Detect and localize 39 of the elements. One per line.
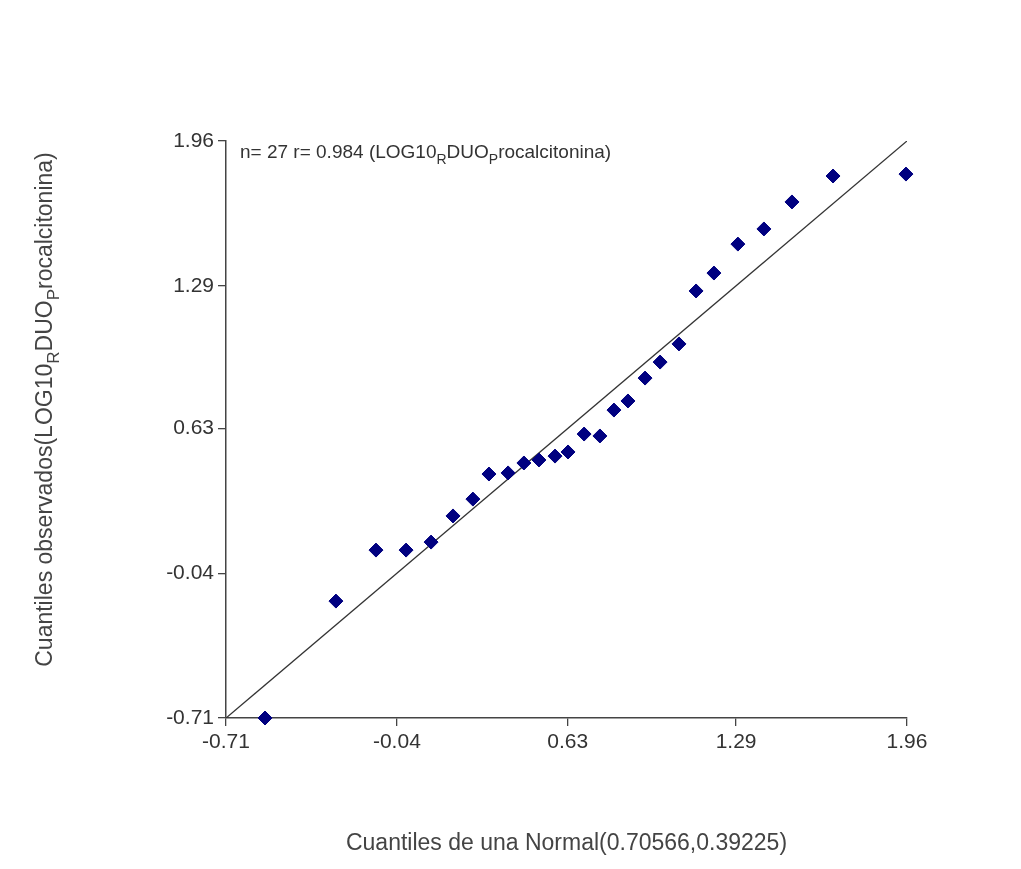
point [756, 221, 772, 237]
y-tick-label: 1.29 [173, 272, 214, 296]
point [257, 710, 273, 726]
x-axis-title: Cuantiles de una Normal(0.70566,0.39225) [345, 828, 788, 855]
point [398, 542, 414, 558]
y-tick-label: 1.96 [173, 127, 214, 151]
point [576, 426, 592, 442]
point [531, 452, 547, 468]
point [423, 534, 439, 550]
point [671, 336, 687, 352]
point [784, 194, 800, 210]
point [730, 236, 746, 252]
point [825, 168, 841, 184]
point [620, 393, 636, 409]
point [637, 370, 653, 386]
point [465, 491, 481, 507]
point [368, 542, 384, 558]
x-tick-label: -0.04 [372, 729, 422, 753]
point [481, 466, 497, 482]
point [547, 448, 563, 464]
point [328, 593, 344, 609]
y-axis-title: Cuantiles observados(LOG10RDUOProcalcitonina) [31, 152, 63, 667]
point [652, 354, 668, 370]
x-tick-label: 1.29 [715, 729, 757, 753]
x-tick-label: -0.71 [202, 729, 250, 753]
y-tick-label: -0.71 [166, 704, 214, 728]
point [592, 428, 608, 444]
point [500, 465, 516, 481]
y-tick-label: 0.63 [173, 415, 214, 439]
y-tick-label: -0.04 [166, 560, 215, 584]
point [898, 166, 914, 182]
point [706, 265, 722, 281]
x-tick-label: 1.96 [886, 729, 928, 753]
x-tick-label: 0.63 [547, 729, 589, 753]
point [445, 508, 461, 524]
point [606, 402, 622, 418]
point [560, 444, 576, 460]
point [516, 455, 532, 471]
point [688, 283, 704, 299]
